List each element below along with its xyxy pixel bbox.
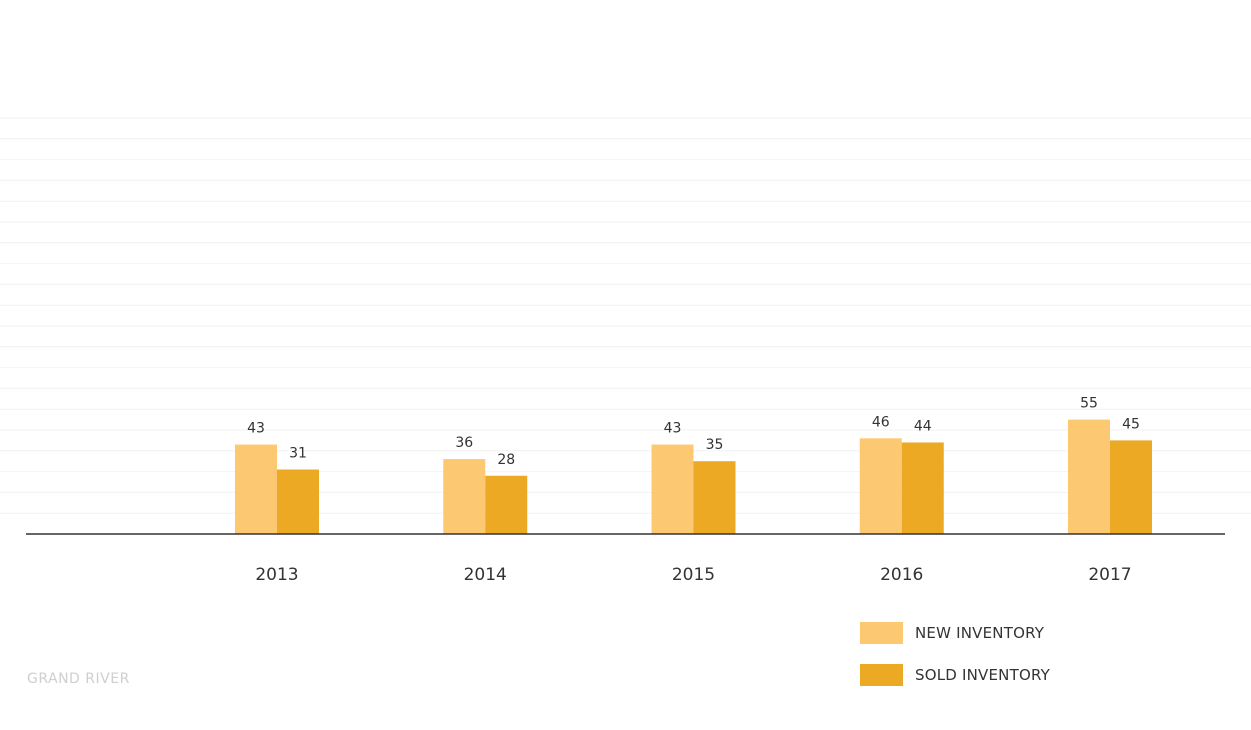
x-tick-label-2014: 2014: [464, 565, 507, 585]
legend: NEW INVENTORY SOLD INVENTORY: [860, 622, 1050, 706]
bar-sold-inventory-2013: [277, 469, 319, 534]
legend-item-new-inventory: NEW INVENTORY: [860, 622, 1050, 644]
value-label-new-inventory-2015: 43: [664, 421, 682, 437]
legend-label-new-inventory: NEW INVENTORY: [915, 624, 1045, 642]
bar-sold-inventory-2016: [901, 442, 944, 534]
x-tick-labels: 2013 2014 2015 2016 2017: [255, 565, 1131, 585]
legend-swatch-new-inventory: [860, 622, 903, 644]
value-label-new-inventory-2014: 36: [455, 435, 473, 451]
x-tick-label-2015: 2015: [672, 565, 715, 585]
value-label-sold-inventory-2015: 35: [706, 437, 724, 453]
value-label-new-inventory-2017: 55: [1080, 396, 1098, 412]
value-label-new-inventory-2016: 46: [872, 414, 890, 430]
value-labels: 43 31 36 28 43 35 46 44 55 45: [247, 396, 1140, 468]
legend-item-sold-inventory: SOLD INVENTORY: [860, 664, 1050, 686]
legend-swatch-sold-inventory: [860, 664, 903, 686]
value-label-new-inventory-2013: 43: [247, 421, 265, 437]
bar-new-inventory-2014: [443, 459, 486, 534]
bar-new-inventory-2013: [235, 444, 277, 534]
bars: [235, 419, 1152, 534]
source-label: GRAND RIVER: [27, 671, 130, 687]
bar-sold-inventory-2014: [485, 475, 528, 534]
value-label-sold-inventory-2013: 31: [289, 446, 307, 462]
bar-sold-inventory-2017: [1110, 440, 1152, 534]
bar-new-inventory-2017: [1068, 419, 1110, 534]
legend-label-sold-inventory: SOLD INVENTORY: [915, 666, 1051, 684]
gridlines: [0, 117, 1251, 514]
bar-sold-inventory-2015: [693, 461, 736, 534]
value-label-sold-inventory-2014: 28: [497, 452, 515, 468]
x-tick-label-2013: 2013: [255, 565, 298, 585]
x-tick-label-2016: 2016: [880, 565, 923, 585]
x-tick-label-2017: 2017: [1088, 565, 1131, 585]
bar-new-inventory-2015: [651, 444, 694, 534]
value-label-sold-inventory-2017: 45: [1122, 416, 1140, 432]
bar-new-inventory-2016: [859, 438, 902, 534]
value-label-sold-inventory-2016: 44: [914, 418, 932, 434]
